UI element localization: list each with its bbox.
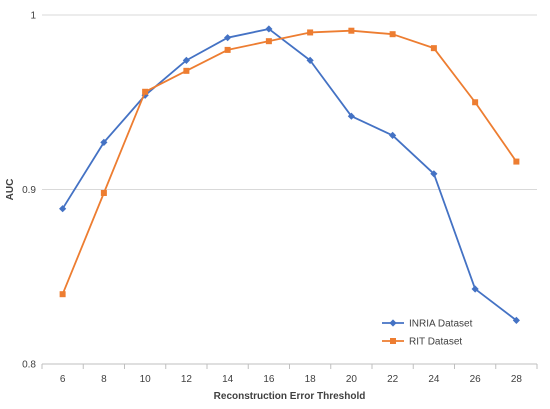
series-line-inria-dataset xyxy=(61,28,517,322)
gridlines xyxy=(42,14,537,365)
data-point-inria-dataset xyxy=(347,112,355,120)
data-point-rit-dataset xyxy=(224,46,231,53)
legend-item-inria-dataset: INRIA Dataset xyxy=(382,319,473,330)
data-point-inria-dataset xyxy=(471,285,479,293)
data-point-rit-dataset xyxy=(430,45,437,52)
data-point-inria-dataset xyxy=(389,131,397,140)
data-point-inria-dataset xyxy=(182,56,190,64)
legend-item-rit-dataset: RIT Dataset xyxy=(382,337,462,348)
data-point-rit-dataset xyxy=(307,29,314,36)
x-tick-label: 20 xyxy=(346,374,358,385)
data-point-rit-dataset xyxy=(348,27,355,34)
x-tick-label: 6 xyxy=(60,374,66,385)
legend-swatch-marker xyxy=(390,338,396,344)
x-tick-label: 22 xyxy=(387,374,399,385)
legend: INRIA Dataset RIT Dataset xyxy=(382,319,473,348)
data-point-inria-dataset xyxy=(265,25,273,33)
legend-label: RIT Dataset xyxy=(409,337,462,348)
x-axis xyxy=(41,363,538,369)
x-tick-label: 26 xyxy=(470,374,482,385)
legend-label: INRIA Dataset xyxy=(409,319,473,330)
y-tick-label: 0.8 xyxy=(22,360,36,371)
data-point-inria-dataset xyxy=(224,34,232,42)
y-tick-label: 0.9 xyxy=(22,185,36,196)
data-point-inria-dataset xyxy=(430,170,438,178)
data-point-rit-dataset xyxy=(142,88,149,95)
x-tick-label: 12 xyxy=(181,374,193,385)
legend-swatch-marker xyxy=(389,319,397,327)
series-line-rit-dataset xyxy=(61,29,518,295)
x-tick-label: 16 xyxy=(263,374,275,385)
data-point-rit-dataset xyxy=(183,67,190,74)
x-tick-label: 24 xyxy=(428,374,440,385)
data-point-rit-dataset xyxy=(389,31,396,38)
series-rit-dataset xyxy=(59,27,520,298)
x-tick-label: 18 xyxy=(305,374,317,385)
x-axis-title: Reconstruction Error Threshold xyxy=(214,391,366,402)
y-tick-label: 1 xyxy=(30,11,36,22)
data-point-inria-dataset xyxy=(306,56,314,64)
data-point-rit-dataset xyxy=(513,158,520,165)
data-point-rit-dataset xyxy=(100,189,107,196)
series-layer xyxy=(59,25,520,324)
data-point-inria-dataset xyxy=(100,138,108,146)
tick-labels: 0.80.916 8 10 12 14 16 18 20 22 24 26 28 xyxy=(22,11,522,386)
data-point-rit-dataset xyxy=(59,291,66,298)
x-tick-label: 14 xyxy=(222,374,234,385)
x-tick-label: 10 xyxy=(140,374,152,385)
x-tick-label: 8 xyxy=(101,374,107,385)
x-tick-label: 28 xyxy=(511,374,523,385)
data-point-inria-dataset xyxy=(512,316,520,324)
series-inria-dataset xyxy=(59,25,520,324)
y-axis-title: AUC xyxy=(5,179,16,201)
data-point-rit-dataset xyxy=(265,38,272,45)
data-point-rit-dataset xyxy=(472,99,479,106)
data-point-inria-dataset xyxy=(59,205,67,213)
